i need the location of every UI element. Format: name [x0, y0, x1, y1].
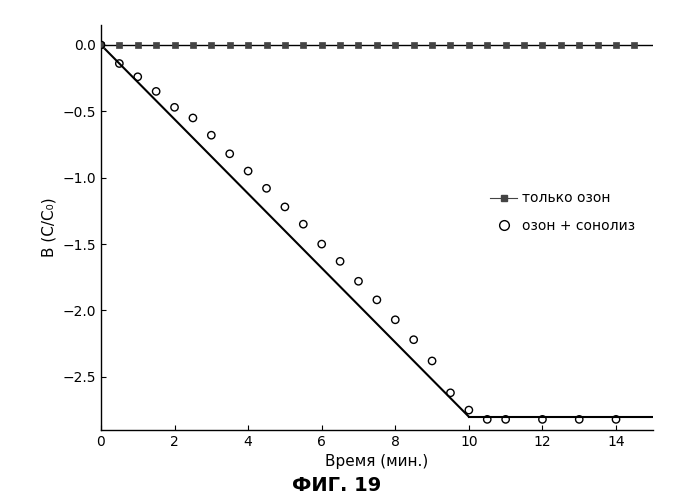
Point	[371, 41, 382, 49]
Point	[409, 336, 419, 344]
Text: ФИГ. 19: ФИГ. 19	[292, 476, 381, 495]
Point	[555, 41, 566, 49]
Point	[610, 416, 621, 424]
Legend: только озон, озон + сонолиз: только озон, озон + сонолиз	[484, 186, 640, 239]
Point	[243, 167, 254, 175]
Point	[482, 41, 493, 49]
Point	[574, 416, 585, 424]
Point	[224, 150, 235, 158]
Point	[390, 316, 400, 324]
Point	[464, 41, 474, 49]
Point	[279, 41, 290, 49]
Point	[353, 41, 364, 49]
Point	[133, 41, 143, 49]
Point	[464, 406, 474, 414]
Point	[500, 41, 511, 49]
Point	[188, 41, 199, 49]
Point	[409, 41, 419, 49]
Point	[592, 41, 603, 49]
Point	[482, 416, 493, 424]
Point	[151, 88, 162, 96]
Y-axis label: В (C/C₀): В (C/C₀)	[42, 198, 57, 258]
Point	[519, 41, 530, 49]
Point	[500, 416, 511, 424]
Point	[96, 41, 106, 49]
Point	[371, 296, 382, 304]
Point	[537, 416, 548, 424]
Point	[206, 131, 217, 139]
Point	[445, 41, 456, 49]
Point	[537, 41, 548, 49]
Point	[96, 41, 106, 49]
Point	[334, 41, 345, 49]
Point	[188, 114, 199, 122]
Point	[114, 60, 125, 68]
Point	[445, 389, 456, 397]
Point	[334, 258, 345, 266]
Point	[298, 220, 309, 228]
Point	[206, 41, 217, 49]
Point	[316, 41, 327, 49]
Point	[427, 357, 437, 365]
Point	[353, 278, 364, 285]
Point	[279, 203, 290, 211]
Point	[427, 41, 437, 49]
Point	[298, 41, 309, 49]
Point	[574, 41, 585, 49]
Point	[133, 73, 143, 81]
Point	[224, 41, 235, 49]
Point	[261, 184, 272, 192]
Point	[610, 41, 621, 49]
X-axis label: Время (мин.): Время (мин.)	[325, 454, 429, 469]
Point	[629, 41, 640, 49]
Point	[169, 104, 180, 112]
Point	[390, 41, 400, 49]
Point	[316, 240, 327, 248]
Point	[151, 41, 162, 49]
Point	[114, 41, 125, 49]
Point	[169, 41, 180, 49]
Point	[243, 41, 254, 49]
Point	[261, 41, 272, 49]
